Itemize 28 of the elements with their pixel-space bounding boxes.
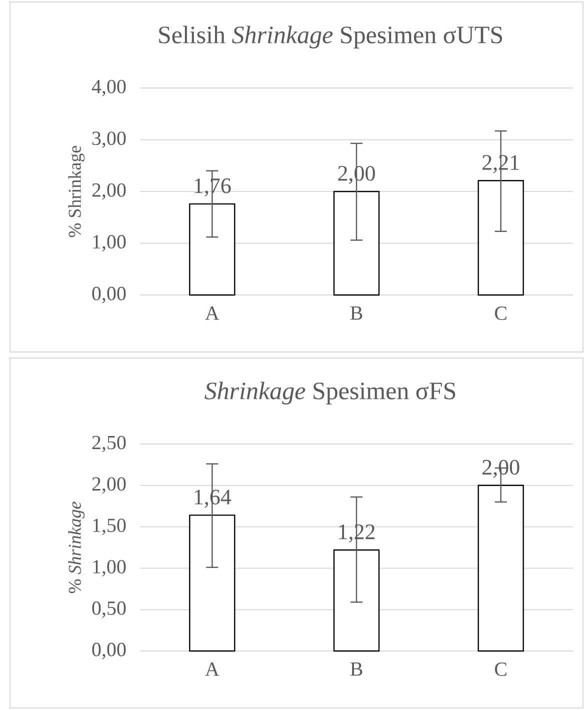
chart-title: Shrinkage Spesimen σFS [204, 382, 456, 404]
x-tick-label: A [205, 662, 220, 676]
y-tick-label: 4,00 [92, 80, 126, 96]
bar [189, 203, 236, 296]
y-axis-title: % Shrinkage [68, 502, 85, 594]
y-tick-label: 1,00 [93, 235, 126, 252]
y-tick-label: 0,50 [92, 601, 126, 618]
x-tick-label: C [494, 662, 506, 676]
y-tick-label: 2,00 [92, 477, 126, 494]
bar [478, 484, 524, 652]
x-tick-label: A [205, 306, 220, 320]
y-tick-label: 0,00 [92, 286, 126, 304]
bar [333, 190, 380, 296]
bar [333, 549, 380, 652]
data-label: 2,00 [482, 460, 520, 478]
y-tick-label: 0,00 [92, 642, 126, 660]
x-tick-label: B [350, 306, 362, 320]
y-tick-label: 1,50 [93, 518, 126, 535]
x-tick-label: C [494, 306, 506, 320]
y-tick-label: 1,00 [93, 560, 126, 576]
bar [189, 514, 236, 652]
x-tick-label: B [350, 662, 362, 676]
y-tick-label: 2,50 [92, 436, 126, 452]
chart-title: Selisih Shrinkage Spesimen σUTS [159, 26, 502, 48]
y-tick-label: 3,00 [92, 132, 126, 148]
bar [478, 180, 524, 296]
y-tick-label: 2,00 [92, 183, 126, 200]
y-axis-title: % Shrinkage [68, 146, 85, 238]
